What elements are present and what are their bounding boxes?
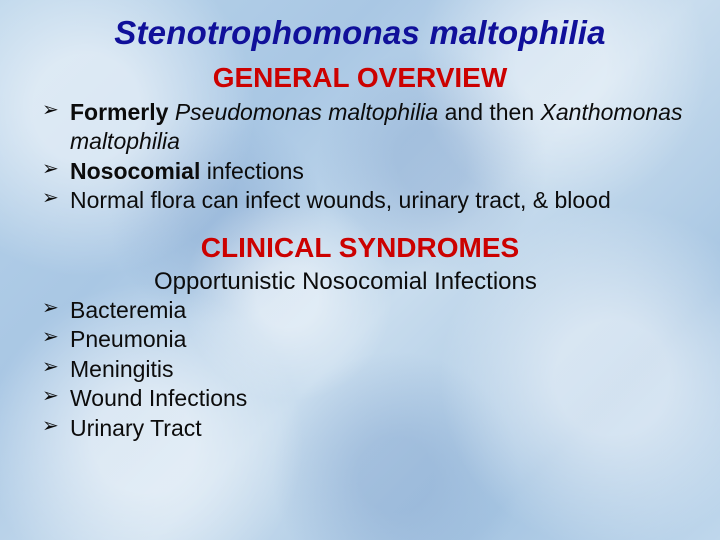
clinical-item-1: Bacteremia (40, 296, 684, 325)
clinical-item-3: Meningitis (40, 355, 684, 384)
overview-item-3-text: Normal flora can infect wounds, urinary … (70, 187, 611, 213)
clinical-item-5: Urinary Tract (40, 414, 684, 443)
clinical-item-2-text: Pneumonia (70, 326, 186, 352)
clinical-item-1-text: Bacteremia (70, 297, 186, 323)
clinical-item-5-text: Urinary Tract (70, 415, 202, 441)
overview-item-2-plain: infections (200, 158, 304, 184)
overview-item-2: Nosocomial infections (40, 157, 684, 186)
overview-item-1-bold: Formerly (70, 99, 175, 125)
clinical-item-3-text: Meningitis (70, 356, 174, 382)
overview-item-3: Normal flora can infect wounds, urinary … (40, 186, 684, 215)
section-heading-overview: GENERAL OVERVIEW (36, 62, 684, 94)
slide-title: Stenotrophomonas maltophilia (36, 14, 684, 52)
overview-item-2-bold: Nosocomial (70, 158, 200, 184)
overview-item-1: Formerly Pseudomonas maltophilia and the… (40, 98, 684, 157)
section-heading-clinical: CLINICAL SYNDROMES (36, 232, 684, 264)
clinical-bullet-list: Bacteremia Pneumonia Meningitis Wound In… (36, 296, 684, 443)
slide-content: Stenotrophomonas maltophilia GENERAL OVE… (0, 0, 720, 540)
clinical-item-4: Wound Infections (40, 384, 684, 413)
clinical-item-2: Pneumonia (40, 325, 684, 354)
overview-item-1-plain: and then (438, 99, 540, 125)
clinical-subheading: Opportunistic Nosocomial Infections (154, 268, 684, 296)
overview-bullet-list: Formerly Pseudomonas maltophilia and the… (36, 98, 684, 216)
clinical-item-4-text: Wound Infections (70, 385, 247, 411)
overview-item-1-ital1: Pseudomonas maltophilia (175, 99, 438, 125)
